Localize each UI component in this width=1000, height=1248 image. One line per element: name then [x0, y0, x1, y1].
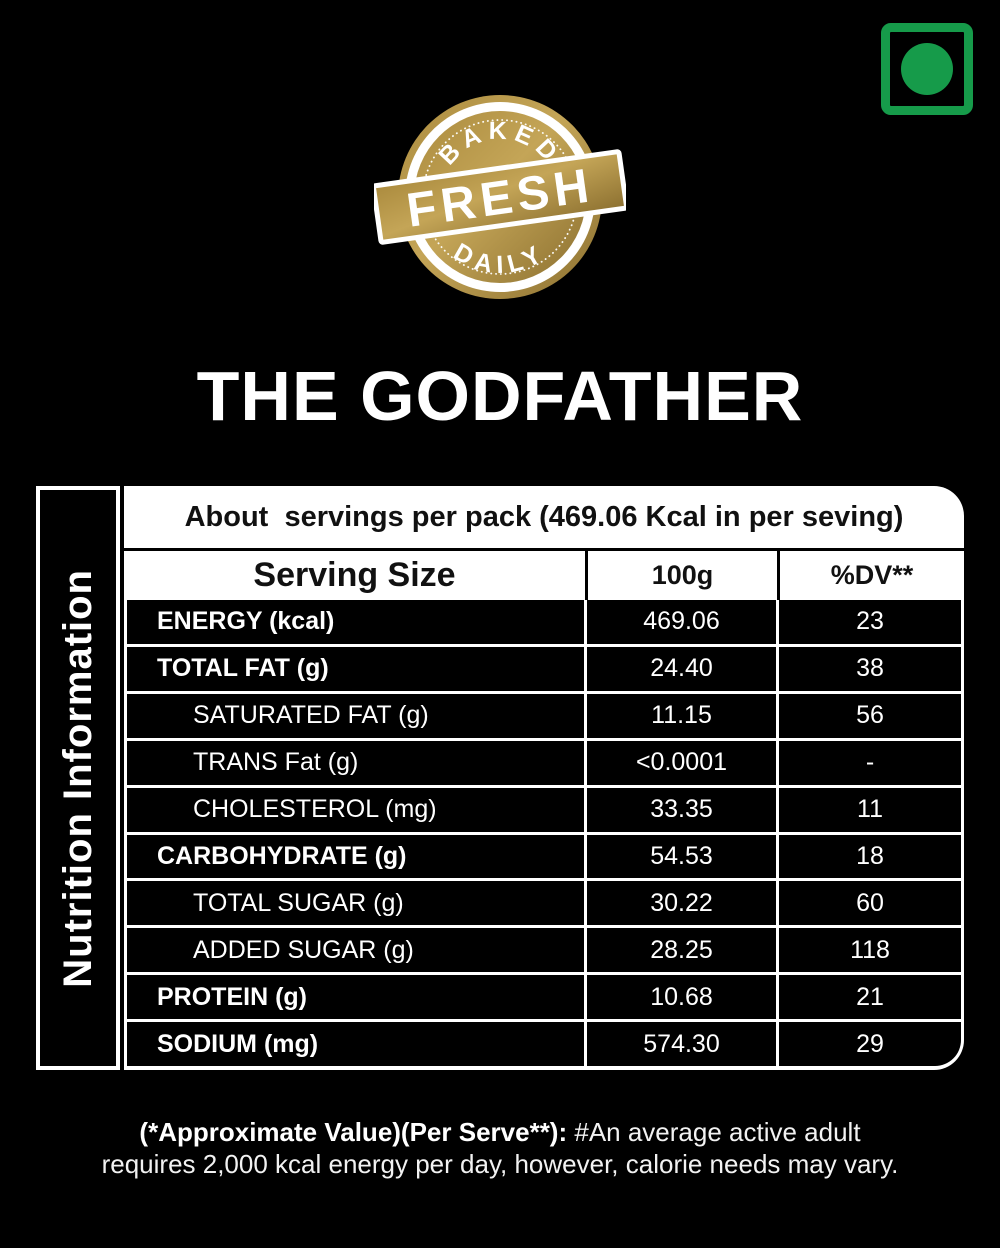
- row-dv: 60: [779, 881, 961, 926]
- product-title: THE GODFATHER: [196, 357, 804, 435]
- row-dv: 38: [779, 646, 961, 691]
- nutrition-sidebar-label: Nutrition Information: [55, 568, 100, 988]
- badge-ribbon: FRESH: [374, 149, 626, 245]
- row-amount: 11.15: [587, 693, 776, 738]
- row-amount: <0.0001: [587, 740, 776, 785]
- row-amount: 24.40: [587, 646, 776, 691]
- nutrition-table-body: ENERGY (kcal) 469.06 23 TOTAL FAT (g) 24.40 3…: [124, 600, 964, 1070]
- row-amount: 33.35: [587, 787, 776, 832]
- nutrition-table: About servings per pack (469.06 Kcal in …: [124, 486, 964, 1070]
- row-dv: 21: [779, 975, 961, 1020]
- servings-header: About servings per pack (469.06 Kcal in …: [124, 486, 964, 548]
- row-label: SODIUM (mg): [127, 1022, 584, 1066]
- row-dv: 29: [779, 1022, 961, 1066]
- row-amount: 28.25: [587, 928, 776, 973]
- row-dv: -: [779, 740, 961, 785]
- row-label: CARBOHYDRATE (g): [127, 834, 584, 879]
- row-label: TOTAL SUGAR (g): [127, 881, 584, 926]
- column-header-amount: 100g: [585, 551, 777, 600]
- row-label: TOTAL FAT (g): [127, 646, 584, 691]
- row-dv: 11: [779, 787, 961, 832]
- row-dv: 18: [779, 834, 961, 879]
- row-dv: 56: [779, 693, 961, 738]
- footnote-bold: (*Approximate Value)(Per Serve**):: [139, 1117, 568, 1147]
- baked-fresh-daily-badge: BAKED DAILY FRESH: [374, 95, 626, 299]
- row-label: ENERGY (kcal): [127, 600, 584, 644]
- row-amount: 574.30: [587, 1022, 776, 1066]
- column-header-serving-size: Serving Size: [253, 556, 456, 594]
- row-dv: 23: [779, 600, 961, 644]
- row-amount: 54.53: [587, 834, 776, 879]
- footnote: (*Approximate Value)(Per Serve**): #An a…: [0, 1116, 1000, 1180]
- row-dv: 118: [779, 928, 961, 973]
- row-amount: 469.06: [587, 600, 776, 644]
- row-label: TRANS Fat (g): [127, 740, 584, 785]
- footnote-line1: #An average active adult: [567, 1117, 861, 1147]
- column-header-row: Serving Size 100g %DV**: [124, 548, 964, 600]
- row-label: PROTEIN (g): [127, 975, 584, 1020]
- vegetarian-mark-icon: [881, 23, 973, 115]
- footnote-line2: requires 2,000 kcal energy per day, howe…: [101, 1149, 899, 1179]
- row-label: ADDED SUGAR (g): [127, 928, 584, 973]
- column-header-dv: %DV**: [777, 551, 964, 600]
- row-label: CHOLESTEROL (mg): [127, 787, 584, 832]
- row-amount: 10.68: [587, 975, 776, 1020]
- row-amount: 30.22: [587, 881, 776, 926]
- vegetarian-dot-icon: [901, 43, 953, 95]
- row-label: SATURATED FAT (g): [127, 693, 584, 738]
- nutrition-sidebar: Nutrition Information: [36, 486, 120, 1070]
